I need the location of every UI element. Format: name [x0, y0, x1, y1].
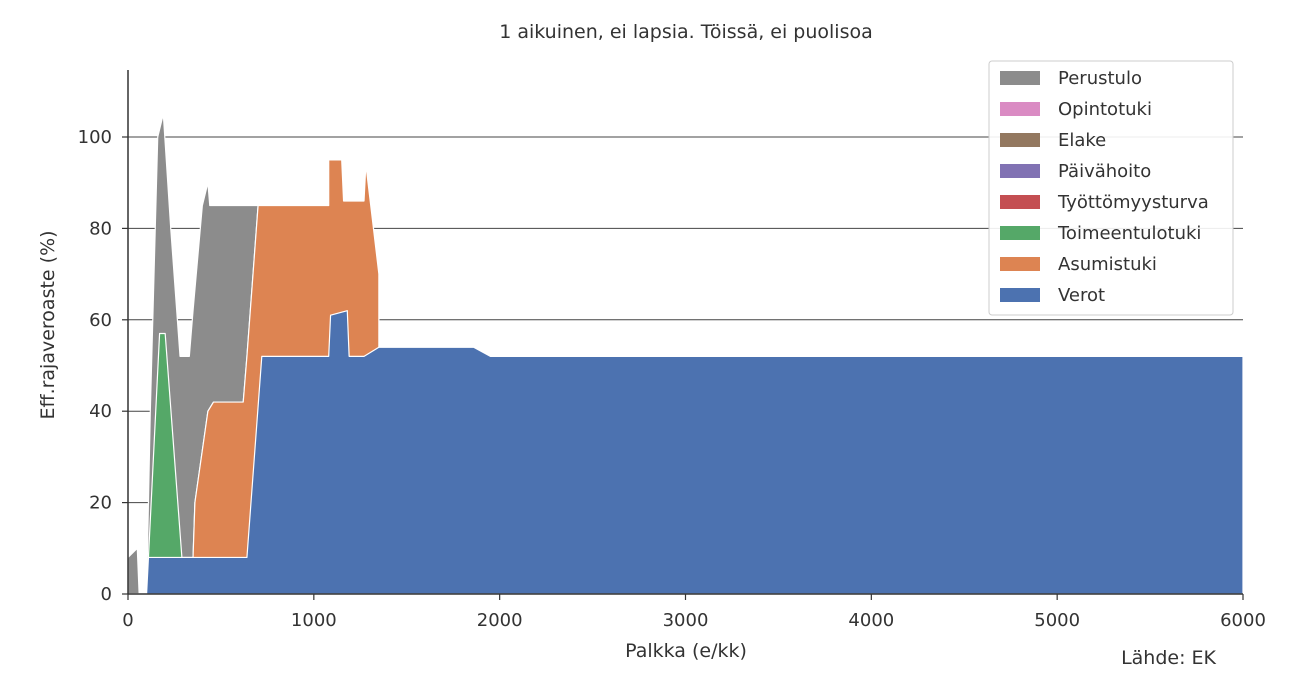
tick-labels: 0 1000 2000 3000 4000 5000 6000 0 20 40 60 80 100 — [78, 127, 1266, 631]
legend-swatch-paivahoito — [1000, 164, 1040, 178]
legend-label-toimeentulotuki: Toimeentulotuki — [1057, 223, 1201, 244]
x-tick-label-0: 0 — [122, 610, 133, 631]
x-tick-label-4000: 4000 — [848, 610, 894, 631]
y-tick-label-60: 60 — [89, 310, 112, 331]
legend-label-paivahoito: Päivähoito — [1058, 161, 1151, 182]
y-tick-label-80: 80 — [89, 218, 112, 239]
legend-frame — [988, 60, 1234, 316]
area-verot — [127, 310, 1244, 595]
x-tick-label-5000: 5000 — [1034, 610, 1080, 631]
y-tick-label-100: 100 — [78, 127, 112, 148]
legend-swatch-elake — [1000, 133, 1040, 147]
legend-swatch-perustulo — [1000, 71, 1040, 85]
legend-label-tyottomyysturva: Työttömyysturva — [1057, 192, 1209, 213]
x-axis-label: Palkka (e/kk) — [625, 640, 747, 662]
legend-swatch-tyottomyysturva — [1000, 195, 1040, 209]
x-tick-label-1000: 1000 — [291, 610, 337, 631]
x-tick-label-2000: 2000 — [477, 610, 523, 631]
x-tick-label-3000: 3000 — [663, 610, 709, 631]
y-tick-label-0: 0 — [101, 584, 112, 605]
legend-label-asumistuki: Asumistuki — [1058, 254, 1157, 275]
y-tick-label-40: 40 — [89, 401, 112, 422]
source-note: Lähde: EK — [1121, 647, 1216, 669]
chart-title: 1 aikuinen, ei lapsia. Töissä, ei puolis… — [499, 21, 873, 43]
legend-swatch-toimeentulotuki — [1000, 226, 1040, 240]
legend-label-elake: Elake — [1058, 130, 1106, 151]
legend-label-perustulo: Perustulo — [1058, 68, 1142, 89]
legend-swatch-asumistuki — [1000, 257, 1040, 271]
legend: Perustulo Opintotuki Elake Päivähoito Työttö… — [988, 60, 1234, 316]
legend-label-verot: Verot — [1058, 285, 1105, 306]
y-tick-label-20: 20 — [89, 493, 112, 514]
y-axis-label: Eff.rajaveroaste (%) — [37, 230, 59, 419]
legend-swatch-opintotuki — [1000, 102, 1040, 116]
area-series — [127, 113, 1244, 595]
x-tick-label-6000: 6000 — [1220, 610, 1266, 631]
legend-label-opintotuki: Opintotuki — [1058, 99, 1152, 120]
legend-swatch-verot — [1000, 288, 1040, 302]
